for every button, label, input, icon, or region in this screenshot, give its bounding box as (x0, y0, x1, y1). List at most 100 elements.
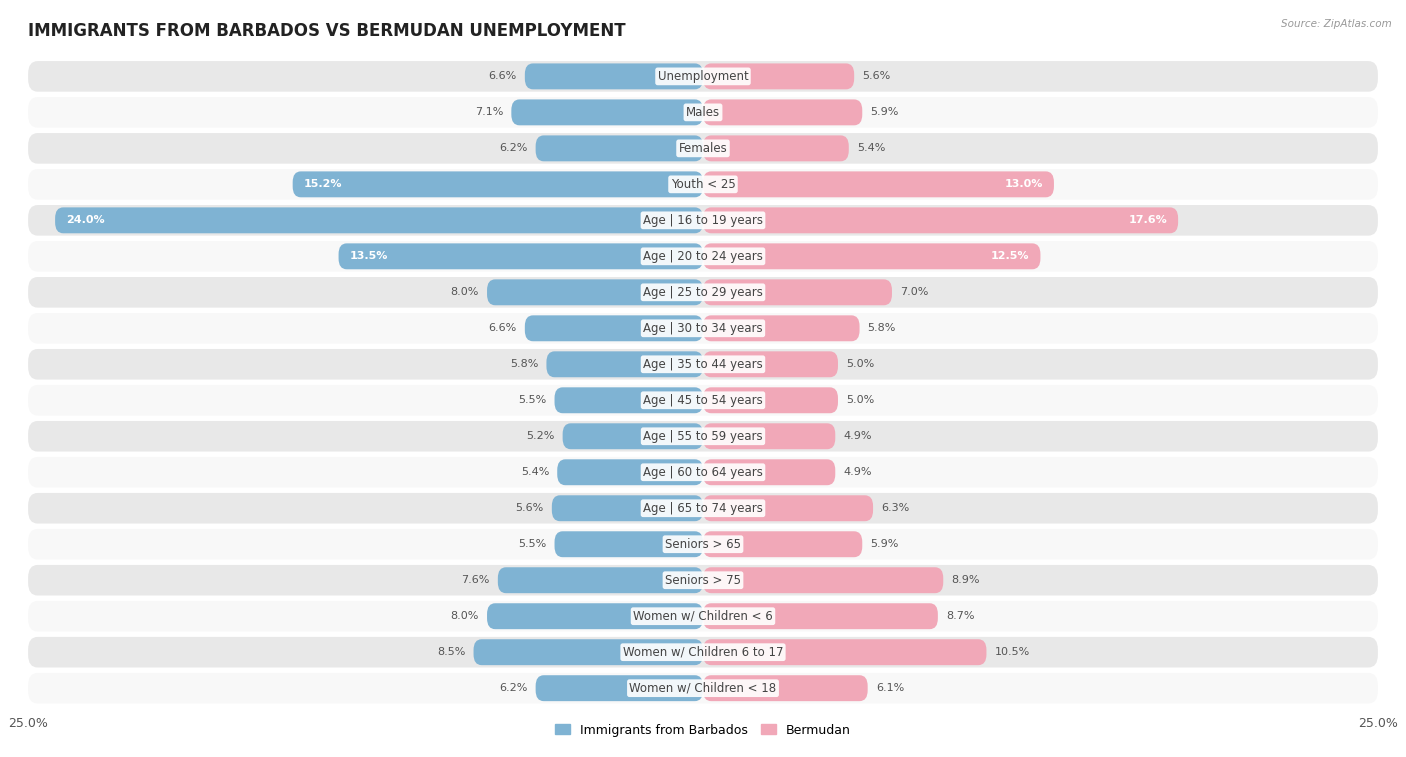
Text: Age | 55 to 59 years: Age | 55 to 59 years (643, 430, 763, 443)
Text: 15.2%: 15.2% (304, 179, 342, 189)
Text: 5.6%: 5.6% (516, 503, 544, 513)
Text: Age | 45 to 54 years: Age | 45 to 54 years (643, 394, 763, 407)
FancyBboxPatch shape (28, 493, 1378, 524)
FancyBboxPatch shape (28, 565, 1378, 596)
FancyBboxPatch shape (703, 351, 838, 377)
FancyBboxPatch shape (28, 457, 1378, 488)
Text: Age | 16 to 19 years: Age | 16 to 19 years (643, 213, 763, 227)
FancyBboxPatch shape (703, 207, 1178, 233)
Text: 4.9%: 4.9% (844, 431, 872, 441)
FancyBboxPatch shape (28, 529, 1378, 559)
Text: 5.8%: 5.8% (868, 323, 896, 333)
FancyBboxPatch shape (554, 388, 703, 413)
Text: Source: ZipAtlas.com: Source: ZipAtlas.com (1281, 19, 1392, 29)
Text: 8.9%: 8.9% (952, 575, 980, 585)
FancyBboxPatch shape (703, 64, 855, 89)
Legend: Immigrants from Barbados, Bermudan: Immigrants from Barbados, Bermudan (550, 718, 856, 742)
FancyBboxPatch shape (557, 459, 703, 485)
Text: IMMIGRANTS FROM BARBADOS VS BERMUDAN UNEMPLOYMENT: IMMIGRANTS FROM BARBADOS VS BERMUDAN UNE… (28, 22, 626, 40)
FancyBboxPatch shape (703, 136, 849, 161)
FancyBboxPatch shape (703, 243, 1040, 269)
FancyBboxPatch shape (703, 388, 838, 413)
Text: Women w/ Children < 18: Women w/ Children < 18 (630, 682, 776, 695)
FancyBboxPatch shape (703, 639, 987, 665)
Text: 6.6%: 6.6% (488, 323, 517, 333)
Text: 6.6%: 6.6% (488, 71, 517, 82)
Text: 5.5%: 5.5% (519, 395, 547, 405)
Text: 6.2%: 6.2% (499, 683, 527, 693)
FancyBboxPatch shape (536, 136, 703, 161)
FancyBboxPatch shape (703, 279, 891, 305)
FancyBboxPatch shape (562, 423, 703, 449)
Text: 17.6%: 17.6% (1129, 215, 1167, 226)
Text: 6.2%: 6.2% (499, 143, 527, 154)
Text: Seniors > 75: Seniors > 75 (665, 574, 741, 587)
FancyBboxPatch shape (28, 601, 1378, 631)
FancyBboxPatch shape (551, 495, 703, 522)
Text: 8.5%: 8.5% (437, 647, 465, 657)
Text: 5.5%: 5.5% (519, 539, 547, 550)
Text: 5.0%: 5.0% (846, 360, 875, 369)
Text: Unemployment: Unemployment (658, 70, 748, 83)
FancyBboxPatch shape (703, 459, 835, 485)
FancyBboxPatch shape (28, 313, 1378, 344)
FancyBboxPatch shape (486, 603, 703, 629)
Text: Women w/ Children 6 to 17: Women w/ Children 6 to 17 (623, 646, 783, 659)
Text: 12.5%: 12.5% (991, 251, 1029, 261)
FancyBboxPatch shape (292, 171, 703, 198)
FancyBboxPatch shape (547, 351, 703, 377)
FancyBboxPatch shape (28, 637, 1378, 668)
Text: 6.1%: 6.1% (876, 683, 904, 693)
FancyBboxPatch shape (474, 639, 703, 665)
Text: 5.4%: 5.4% (856, 143, 886, 154)
FancyBboxPatch shape (512, 99, 703, 126)
FancyBboxPatch shape (703, 171, 1054, 198)
Text: 13.0%: 13.0% (1005, 179, 1043, 189)
FancyBboxPatch shape (486, 279, 703, 305)
Text: 5.8%: 5.8% (510, 360, 538, 369)
FancyBboxPatch shape (703, 423, 835, 449)
Text: 5.9%: 5.9% (870, 107, 898, 117)
Text: 7.0%: 7.0% (900, 288, 928, 298)
Text: 8.7%: 8.7% (946, 611, 974, 621)
FancyBboxPatch shape (28, 277, 1378, 307)
Text: 13.5%: 13.5% (349, 251, 388, 261)
FancyBboxPatch shape (339, 243, 703, 269)
FancyBboxPatch shape (55, 207, 703, 233)
Text: Males: Males (686, 106, 720, 119)
FancyBboxPatch shape (498, 567, 703, 593)
FancyBboxPatch shape (28, 673, 1378, 703)
FancyBboxPatch shape (28, 133, 1378, 164)
Text: 10.5%: 10.5% (994, 647, 1029, 657)
Text: Age | 25 to 29 years: Age | 25 to 29 years (643, 286, 763, 299)
FancyBboxPatch shape (28, 421, 1378, 452)
FancyBboxPatch shape (536, 675, 703, 701)
FancyBboxPatch shape (28, 97, 1378, 128)
Text: Age | 60 to 64 years: Age | 60 to 64 years (643, 466, 763, 478)
FancyBboxPatch shape (703, 495, 873, 522)
Text: 24.0%: 24.0% (66, 215, 104, 226)
FancyBboxPatch shape (703, 531, 862, 557)
Text: Age | 65 to 74 years: Age | 65 to 74 years (643, 502, 763, 515)
Text: Seniors > 65: Seniors > 65 (665, 537, 741, 551)
Text: 6.3%: 6.3% (882, 503, 910, 513)
Text: 8.0%: 8.0% (450, 611, 479, 621)
Text: Women w/ Children < 6: Women w/ Children < 6 (633, 609, 773, 623)
Text: Age | 35 to 44 years: Age | 35 to 44 years (643, 358, 763, 371)
FancyBboxPatch shape (28, 349, 1378, 379)
Text: 8.0%: 8.0% (450, 288, 479, 298)
Text: 5.6%: 5.6% (862, 71, 890, 82)
Text: 7.1%: 7.1% (475, 107, 503, 117)
FancyBboxPatch shape (703, 316, 859, 341)
Text: Age | 30 to 34 years: Age | 30 to 34 years (643, 322, 763, 335)
FancyBboxPatch shape (28, 241, 1378, 272)
Text: 5.2%: 5.2% (526, 431, 554, 441)
FancyBboxPatch shape (28, 61, 1378, 92)
FancyBboxPatch shape (28, 205, 1378, 235)
FancyBboxPatch shape (554, 531, 703, 557)
Text: Age | 20 to 24 years: Age | 20 to 24 years (643, 250, 763, 263)
Text: 5.0%: 5.0% (846, 395, 875, 405)
Text: 7.6%: 7.6% (461, 575, 489, 585)
FancyBboxPatch shape (524, 316, 703, 341)
FancyBboxPatch shape (703, 99, 862, 126)
